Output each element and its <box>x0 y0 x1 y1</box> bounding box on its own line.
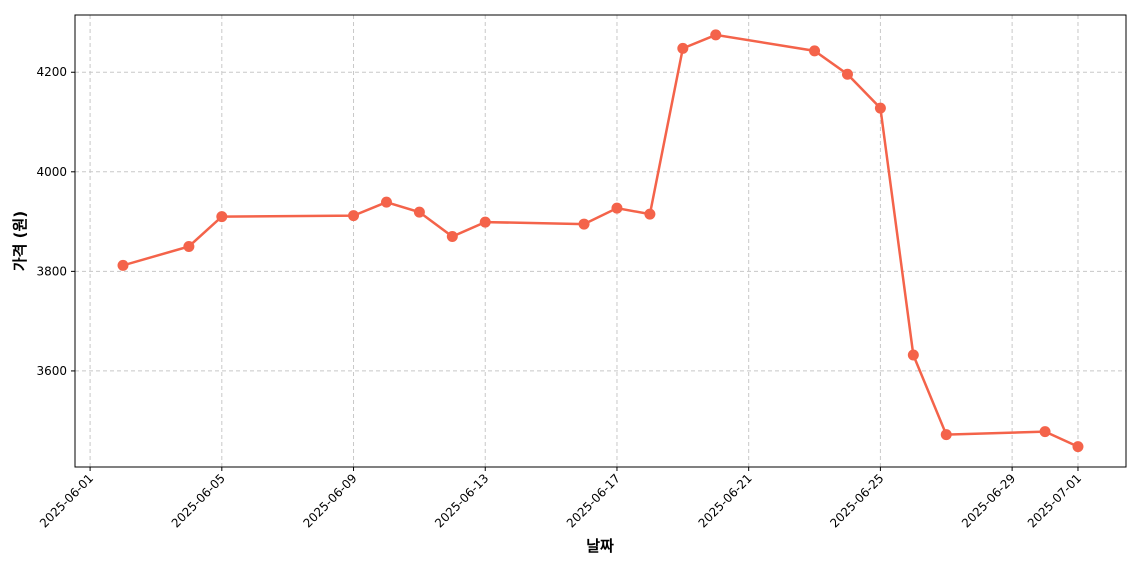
x-tick-label: 2025-06-13 <box>432 471 491 530</box>
point <box>940 429 952 441</box>
point <box>578 218 590 230</box>
y-tick-label: 4200 <box>36 65 67 79</box>
point <box>446 231 458 243</box>
x-tick-label: 2025-06-29 <box>959 471 1018 530</box>
line <box>122 33 1079 448</box>
point <box>907 349 919 361</box>
point <box>874 102 886 114</box>
x-tick-label: 2025-06-01 <box>37 471 96 530</box>
point <box>677 42 689 54</box>
point <box>611 202 623 214</box>
point <box>183 240 195 252</box>
y-tick-label: 3600 <box>36 364 67 378</box>
x-tick-label: 2025-06-09 <box>300 471 359 530</box>
x-axis-label: 날짜 <box>586 537 614 555</box>
x-tick-label: 2025-06-25 <box>827 471 886 530</box>
point <box>644 208 656 220</box>
point <box>1072 441 1084 453</box>
x-tick-label: 2025-07-01 <box>1025 471 1084 530</box>
point <box>479 216 491 228</box>
y-tick-label: 4000 <box>36 165 67 179</box>
plot-frame <box>74 14 1127 468</box>
point <box>380 196 392 208</box>
point <box>348 210 360 222</box>
point <box>216 211 228 223</box>
x-tick-label: 2025-06-21 <box>696 471 755 530</box>
x-tick-label: 2025-06-05 <box>169 471 228 530</box>
x-tick-label: 2025-06-17 <box>564 471 623 530</box>
point <box>710 29 722 41</box>
point <box>413 206 425 218</box>
point <box>841 68 853 80</box>
y-tick-label: 3800 <box>36 264 67 278</box>
y-axis-label: 가격 (원) <box>11 211 29 271</box>
point <box>117 259 129 271</box>
point <box>809 45 821 57</box>
point <box>1039 426 1051 438</box>
